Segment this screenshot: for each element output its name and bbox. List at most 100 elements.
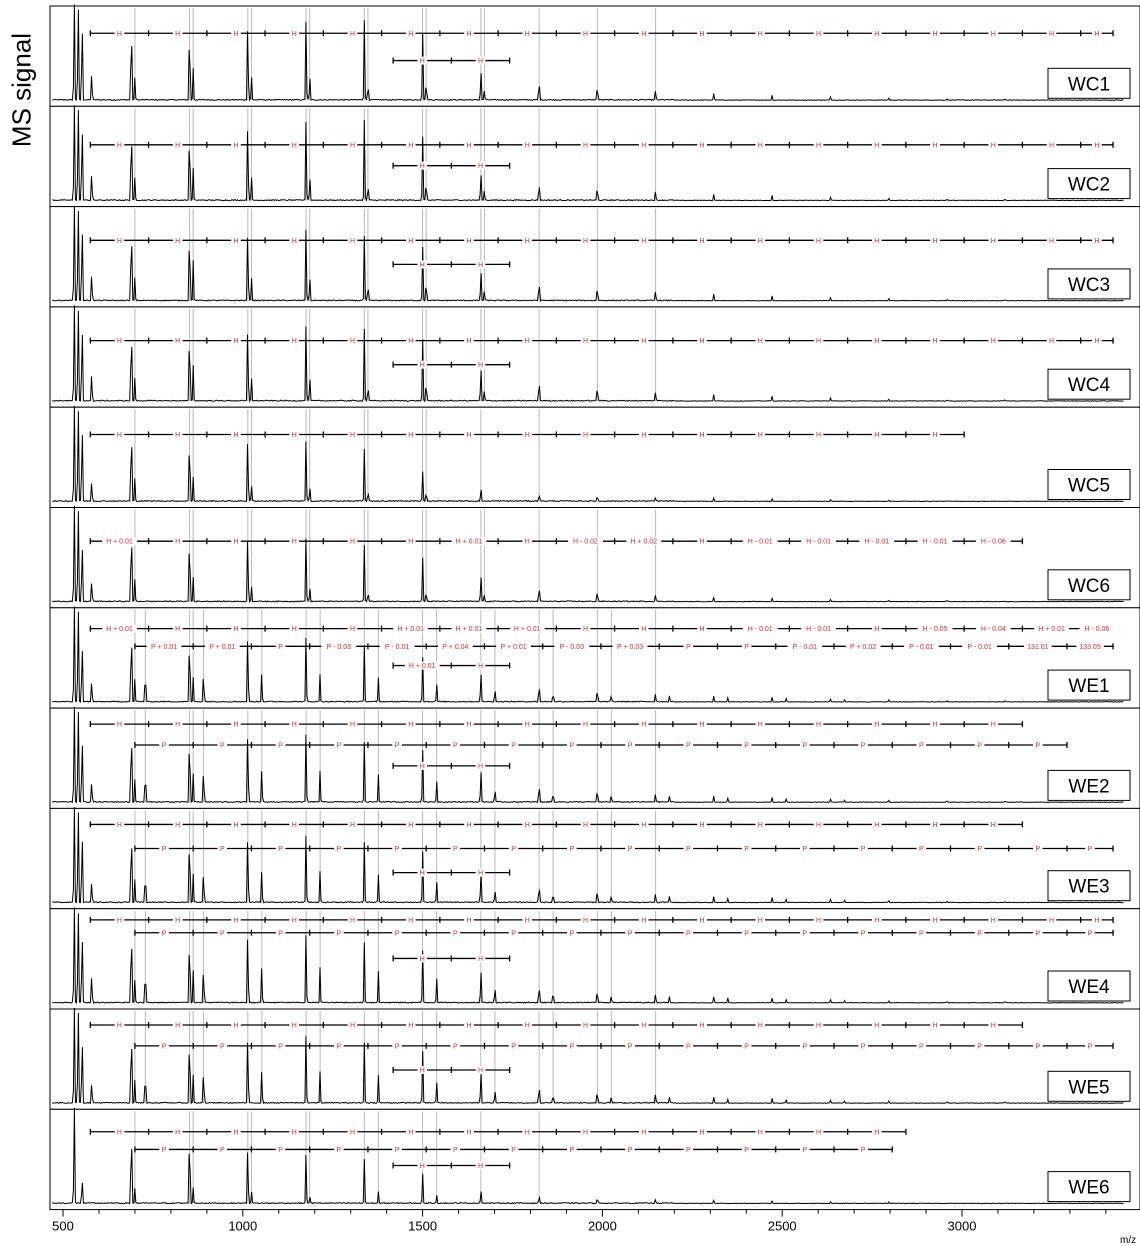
ladder-label-bg <box>697 430 707 439</box>
sample-label: WC2 <box>1068 175 1110 196</box>
ladder-label: P + 0.01 <box>151 644 177 651</box>
ladder-label: H <box>758 1129 763 1136</box>
sample-label-box <box>1047 268 1131 300</box>
ladder-label-bg <box>930 29 940 38</box>
ladder-label-bg <box>800 1145 810 1154</box>
ladder-label-bg <box>289 236 300 245</box>
ladder-label-bg <box>683 844 694 853</box>
ladder-label: H <box>699 238 704 245</box>
ladder-label-bg <box>464 1021 474 1030</box>
ladder-label: H <box>699 338 704 345</box>
x-tick-label: 500 <box>52 1219 74 1234</box>
ladder-label-bg <box>871 720 882 729</box>
ladder-label: H - 0.01 <box>923 539 948 546</box>
ladder-label-bg <box>1079 624 1115 633</box>
ladder-label: H <box>699 31 704 38</box>
ladder-label: P <box>453 846 458 853</box>
ladder-label: H <box>583 1129 588 1136</box>
ladder-label: P <box>395 930 400 937</box>
ladder-label-bg <box>508 844 519 853</box>
ladder-label: H + 0.01 <box>106 539 133 546</box>
ladder-label: H <box>466 822 471 829</box>
ladder-label-bg <box>813 236 824 245</box>
ladder-label-bg <box>172 820 183 829</box>
ladder-label: P <box>162 846 167 853</box>
panel-frame <box>49 1008 1140 1110</box>
ladder-label: P <box>162 1147 167 1154</box>
ladder-label-bg <box>930 140 940 149</box>
ladder-label: P <box>395 1043 400 1050</box>
panel-frame <box>49 406 1140 509</box>
ladder-label-bg <box>450 928 461 937</box>
ladder-label-bg <box>580 624 591 633</box>
ladder-label-bg <box>697 537 707 546</box>
ladder-label: P <box>628 743 633 750</box>
ladder-label-bg <box>450 1041 461 1050</box>
ladder-label: P <box>919 1043 924 1050</box>
ladder-label-bg <box>697 140 707 149</box>
ladder-label-bg <box>334 1041 344 1050</box>
ladder-label-bg <box>102 624 137 633</box>
ladder-label-bg <box>916 1041 927 1050</box>
ladder-label-bg <box>813 1127 824 1136</box>
ladder-label: P <box>453 930 458 937</box>
ladder-label: P <box>1036 743 1041 750</box>
panel-frame <box>49 807 1140 910</box>
ladder-label: H <box>1094 338 1099 345</box>
ladder-label-bg <box>813 820 824 829</box>
ladder-label-bg <box>509 624 545 633</box>
ladder-label-bg <box>683 741 694 750</box>
ladder-label-bg <box>159 1145 169 1154</box>
ladder-label-bg <box>172 624 183 633</box>
ladder-label: H <box>641 142 646 149</box>
ladder-label: P <box>686 930 691 937</box>
ladder-label-bg <box>755 430 766 439</box>
spectrum-trace <box>52 4 1124 102</box>
ladder-label: H <box>233 432 238 439</box>
panel-frame <box>49 707 1140 809</box>
ladder-label-bg <box>871 140 882 149</box>
ladder-label: H <box>525 917 530 924</box>
sample-label: WC6 <box>1068 576 1110 597</box>
ladder-label: H <box>874 1023 879 1030</box>
ladder-label: P <box>395 743 400 750</box>
x-tick-label: 2000 <box>588 1219 617 1234</box>
ladder-label-bg <box>275 1041 286 1050</box>
ladder-label-bg <box>289 1127 300 1136</box>
ladder-label-bg <box>217 741 228 750</box>
ladder-label: H <box>175 142 180 149</box>
ladder-label-bg <box>347 140 358 149</box>
ladder-label: P <box>861 1147 866 1154</box>
ladder-label-bg <box>405 820 416 829</box>
ladder-label: H <box>758 1023 763 1030</box>
spectrum-trace <box>52 806 1124 904</box>
ladder-label: H <box>874 1129 879 1136</box>
ladder-label-bg <box>508 1041 519 1050</box>
ladder-label-bg <box>405 236 416 245</box>
ladder-label-bg <box>741 1041 752 1050</box>
ladder-label-bg <box>625 1145 635 1154</box>
ladder-label: H <box>1094 917 1099 924</box>
ladder-label: H <box>175 432 180 439</box>
spectrum-trace <box>52 105 1124 203</box>
ladder-label: H <box>117 722 122 729</box>
ladder-label-bg <box>347 1127 358 1136</box>
ladder-label: H <box>816 432 821 439</box>
ladder-label-bg <box>755 1021 766 1030</box>
ladder-label-bg <box>275 741 286 750</box>
ladder-label: H <box>408 1129 413 1136</box>
ladder-label-bg <box>522 1127 533 1136</box>
ladder-label: H <box>525 1129 530 1136</box>
ladder-label: H <box>117 917 122 924</box>
ladder-label-bg <box>930 1021 940 1030</box>
ladder-label: H <box>466 432 471 439</box>
ladder-label-bg <box>568 537 603 546</box>
sample-label: WC3 <box>1068 275 1110 296</box>
ladder-label-bg <box>217 928 228 937</box>
ladder-label: H <box>408 722 413 729</box>
ladder-label: H <box>350 238 355 245</box>
